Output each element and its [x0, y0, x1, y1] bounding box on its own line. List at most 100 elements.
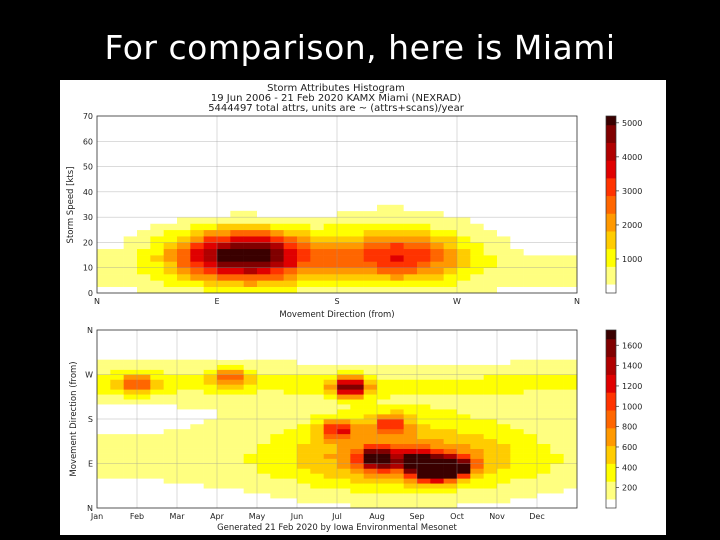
bottom-heatmap-cell [550, 369, 564, 375]
bottom-heatmap-cell [337, 453, 351, 459]
bottom-heatmap-cell [190, 423, 204, 430]
bottom-heatmap-cell [123, 394, 138, 400]
bottom-heatmap-cell [97, 438, 111, 445]
top-heatmap-cell [443, 141, 458, 148]
bottom-heatmap-cell [323, 473, 338, 479]
bottom-colorbar-swatch [606, 405, 616, 411]
bottom-x-tick-label: Aug [369, 512, 385, 521]
bottom-heatmap-cell [297, 379, 311, 385]
top-heatmap-cell [297, 280, 311, 287]
bottom-heatmap-cell [190, 369, 204, 375]
bottom-heatmap-cell [350, 478, 364, 484]
top-heatmap-cell [137, 280, 151, 287]
bottom-heatmap-cell [163, 428, 178, 435]
top-heatmap-cell [337, 166, 351, 174]
top-heatmap-cell [177, 223, 191, 231]
bottom-heatmap-cell [203, 448, 218, 454]
bottom-heatmap-cell [537, 433, 551, 440]
bottom-heatmap-cell [537, 409, 551, 415]
bottom-heatmap-cell [283, 483, 298, 489]
bottom-heatmap-cell [257, 463, 271, 469]
bottom-heatmap-cell [163, 399, 178, 405]
bottom-heatmap-cell [137, 409, 151, 415]
bottom-heatmap-cell [110, 409, 124, 415]
top-heatmap-cell [377, 128, 391, 136]
bottom-heatmap-cell [137, 463, 151, 469]
bottom-heatmap-cell [483, 404, 498, 410]
top-heatmap-cell [137, 248, 151, 256]
bottom-heatmap-cell [163, 364, 178, 370]
bottom-heatmap-cell [550, 374, 564, 380]
bottom-heatmap-cell [110, 419, 124, 425]
top-heatmap-cell [363, 122, 378, 129]
bottom-heatmap-cell [243, 414, 258, 420]
top-heatmap-cell [457, 242, 471, 250]
bottom-heatmap-cell [390, 468, 404, 474]
bottom-heatmap-cell [470, 394, 484, 400]
top-heatmap-cell [563, 255, 578, 262]
bottom-heatmap-cell [483, 369, 498, 375]
bottom-heatmap-cell [350, 399, 364, 405]
bottom-heatmap-cell [510, 478, 524, 484]
bottom-heatmap-cell [443, 379, 458, 385]
top-heatmap-cell [483, 217, 498, 224]
bottom-heatmap-cell [310, 414, 324, 420]
bottom-heatmap-cell [203, 423, 218, 430]
bottom-heatmap-cell [150, 483, 164, 489]
bottom-heatmap-cell [150, 414, 164, 420]
top-heatmap-cell [337, 179, 351, 186]
bottom-heatmap-cell [497, 493, 511, 499]
top-heatmap-cell [203, 229, 218, 237]
bottom-heatmap-cell [390, 463, 404, 469]
bottom-heatmap-cell [523, 423, 538, 430]
bottom-heatmap-cell [563, 448, 578, 454]
top-heatmap-cell [270, 267, 284, 275]
bottom-y-tick-label: S [88, 415, 93, 424]
bottom-heatmap-cell [430, 453, 444, 459]
bottom-heatmap-cell [377, 399, 391, 405]
bottom-colorbar-tick-label: 800 [622, 423, 637, 432]
bottom-heatmap-cell [283, 394, 298, 400]
top-heatmap-cell [270, 242, 284, 250]
top-heatmap-cell [190, 210, 204, 218]
bottom-heatmap-cell [283, 419, 298, 425]
bottom-heatmap-cell [203, 369, 218, 375]
bottom-heatmap-cell [310, 493, 324, 499]
top-heatmap-cell [323, 191, 338, 199]
bottom-heatmap-cell [257, 478, 271, 484]
top-heatmap-cell [163, 248, 178, 256]
top-heatmap-cell [510, 242, 524, 250]
bottom-heatmap-cell [563, 463, 578, 469]
bottom-heatmap-cell [257, 473, 271, 479]
bottom-heatmap-cell [417, 443, 431, 449]
bottom-heatmap-cell [350, 330, 364, 336]
bottom-heatmap-cell [310, 359, 324, 365]
top-heatmap-cell [390, 223, 404, 231]
top-heatmap-cell [337, 204, 351, 212]
bottom-heatmap-cell [550, 399, 564, 405]
top-colorbar-swatch [606, 235, 616, 241]
top-heatmap-cell [483, 236, 498, 243]
top-heatmap-cell [110, 267, 124, 275]
top-heatmap-cell [110, 236, 124, 243]
bottom-heatmap-cell [403, 330, 418, 336]
top-heatmap-cell [257, 248, 271, 256]
top-heatmap-cell [110, 255, 124, 262]
top-heatmap-cell [523, 286, 538, 294]
bottom-y-tick-label: N [87, 504, 93, 513]
bottom-heatmap-cell [523, 374, 538, 380]
top-heatmap-cell [297, 185, 311, 193]
bottom-heatmap-cell [457, 428, 471, 435]
top-colorbar-swatch [606, 155, 616, 161]
bottom-heatmap-cell [363, 359, 378, 365]
top-heatmap-cell [337, 261, 351, 269]
bottom-heatmap-cell [230, 473, 244, 479]
top-heatmap-cell [363, 134, 378, 142]
bottom-heatmap-cell [417, 453, 431, 459]
top-heatmap-cell [497, 242, 511, 250]
bottom-heatmap-cell [270, 384, 284, 390]
top-heatmap-cell [337, 286, 351, 294]
bottom-heatmap-cell [283, 389, 298, 395]
top-heatmap-cell [523, 248, 538, 256]
top-heatmap-cell [417, 185, 431, 193]
